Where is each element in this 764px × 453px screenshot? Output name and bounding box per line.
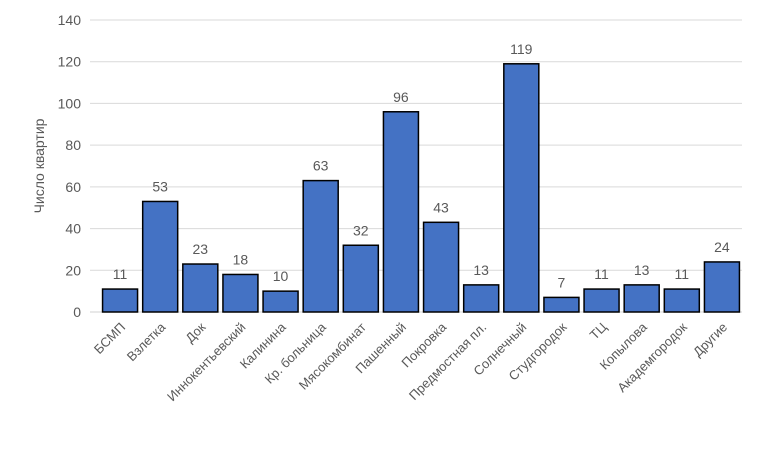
x-tick-label: Другие: [690, 320, 730, 360]
y-tick-label: 140: [58, 12, 82, 28]
data-label: 13: [634, 262, 650, 278]
data-label: 43: [433, 199, 449, 215]
bar: [623, 284, 660, 313]
x-tick-label: Док: [182, 319, 208, 345]
y-axis-label: Число квартир: [31, 118, 47, 213]
x-tick-label: Взлетка: [124, 319, 169, 364]
y-tick-label: 20: [65, 262, 81, 278]
data-label: 11: [675, 266, 690, 282]
y-tick-label: 0: [73, 304, 81, 320]
data-label: 11: [113, 266, 128, 282]
bar: [382, 111, 420, 313]
data-label: 23: [193, 241, 209, 257]
data-label: 119: [510, 41, 533, 57]
data-label: 10: [273, 268, 289, 284]
y-tick-label: 60: [65, 179, 81, 195]
data-label: 24: [714, 239, 730, 255]
y-tick-label: 100: [58, 95, 82, 111]
bar: [302, 179, 339, 313]
y-tick-label: 40: [65, 221, 81, 237]
bar: [422, 221, 460, 313]
bar: [503, 63, 540, 313]
bars: [101, 63, 741, 313]
bar: [262, 290, 299, 313]
bar: [182, 263, 219, 313]
bar: [703, 261, 741, 313]
bar: [101, 288, 139, 313]
y-tick-label: 120: [58, 54, 82, 70]
bar: [462, 284, 500, 313]
data-label: 53: [152, 178, 168, 194]
data-label: 13: [473, 262, 489, 278]
y-tick-label: 80: [65, 137, 81, 153]
data-label: 32: [353, 222, 369, 238]
x-tick-label: ТЦ: [587, 319, 610, 342]
x-tick-label: Академгородок: [614, 319, 690, 395]
x-tick-label: БСМП: [91, 320, 128, 357]
bar: [141, 200, 179, 313]
y-tick-labels: 0 20 40 60 80 100 120 140: [58, 12, 82, 320]
bar: [222, 273, 259, 313]
data-labels: 11 53 23 18 10 63 32 96 43 13 119 7 11 13 11 24: [113, 41, 730, 291]
bar: [543, 296, 580, 313]
data-label: 7: [558, 274, 566, 290]
bar: [663, 288, 701, 313]
data-label: 96: [393, 89, 409, 105]
data-label: 11: [594, 266, 609, 282]
bar: [342, 244, 380, 313]
bar: [583, 288, 620, 313]
data-label: 18: [233, 251, 249, 267]
data-label: 63: [313, 158, 329, 174]
